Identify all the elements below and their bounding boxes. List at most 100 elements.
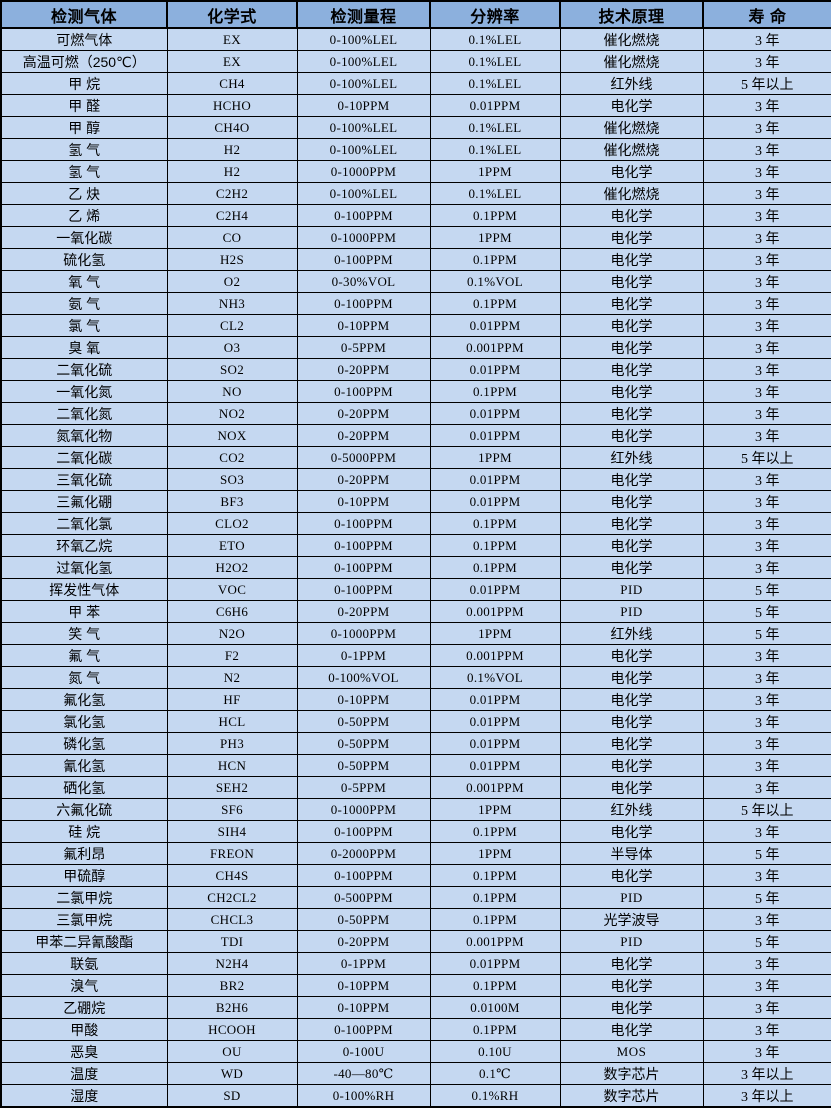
cell-life: 3 年 [702,644,831,667]
cell-life: 3 年 [702,226,831,249]
cell-range: 0-10PPM [296,974,431,997]
cell-life: 3 年 [702,116,831,139]
table-row: 乙 炔 C2H2 0-100%LEL 0.1%LEL 催化燃烧 3 年 [0,182,831,205]
cell-tech: 电化学 [559,380,704,403]
cell-resolution: 0.1PPM [429,534,561,557]
cell-gas: 氟 气 [0,644,168,667]
cell-gas: 温度 [0,1062,168,1085]
cell-gas: 溴气 [0,974,168,997]
cell-gas: 氢 气 [0,138,168,161]
cell-gas: 二氧化氯 [0,512,168,535]
cell-resolution: 0.0100M [429,996,561,1019]
cell-life: 3 年 [702,556,831,579]
cell-life: 3 年以上 [702,1062,831,1085]
cell-tech: MOS [559,1040,704,1063]
cell-life: 3 年以上 [702,1084,831,1108]
cell-range: 0-10PPM [296,688,431,711]
cell-formula: CLO2 [166,512,298,535]
cell-gas: 硫化氢 [0,248,168,271]
cell-gas: 环氧乙烷 [0,534,168,557]
cell-range: 0-100%LEL [296,27,431,51]
cell-gas: 甲 苯 [0,600,168,623]
table-row: 过氧化氢 H2O2 0-100PPM 0.1PPM 电化学 3 年 [0,556,831,579]
cell-resolution: 0.1PPM [429,204,561,227]
cell-gas: 二氯甲烷 [0,886,168,909]
cell-gas: 氧 气 [0,270,168,293]
cell-resolution: 0.001PPM [429,930,561,953]
cell-tech: 电化学 [559,534,704,557]
table-row: 甲苯二异氰酸酯 TDI 0-20PPM 0.001PPM PID 5 年 [0,930,831,953]
cell-tech: 电化学 [559,864,704,887]
cell-life: 3 年 [702,248,831,271]
table-row: 高温可燃（250℃） EX 0-100%LEL 0.1%LEL 催化燃烧 3 年 [0,50,831,73]
cell-range: 0-100PPM [296,248,431,271]
cell-resolution: 0.1PPM [429,1018,561,1041]
cell-resolution: 0.01PPM [429,710,561,733]
table-row: 磷化氢 PH3 0-50PPM 0.01PPM 电化学 3 年 [0,732,831,755]
cell-life: 5 年 [702,930,831,953]
cell-resolution: 1PPM [429,446,561,469]
table-row: 六氟化硫 SF6 0-1000PPM 1PPM 红外线 5 年以上 [0,798,831,821]
cell-resolution: 0.1PPM [429,292,561,315]
cell-range: 0-100PPM [296,380,431,403]
column-header-resolution: 分辨率 [429,0,561,29]
cell-tech: 数字芯片 [559,1062,704,1085]
cell-gas: 甲硫醇 [0,864,168,887]
table-row: 笑 气 N2O 0-1000PPM 1PPM 红外线 5 年 [0,622,831,645]
cell-gas: 磷化氢 [0,732,168,755]
cell-gas: 氮氧化物 [0,424,168,447]
table-row: 甲 醛 HCHO 0-10PPM 0.01PPM 电化学 3 年 [0,94,831,117]
cell-life: 5 年以上 [702,72,831,95]
table-row: 甲 苯 C6H6 0-20PPM 0.001PPM PID 5 年 [0,600,831,623]
cell-life: 3 年 [702,468,831,491]
cell-tech: PID [559,886,704,909]
cell-life: 5 年 [702,578,831,601]
cell-life: 3 年 [702,688,831,711]
cell-life: 3 年 [702,380,831,403]
table-row: 氮氧化物 NOX 0-20PPM 0.01PPM 电化学 3 年 [0,424,831,447]
cell-range: 0-100PPM [296,204,431,227]
cell-gas: 过氧化氢 [0,556,168,579]
cell-resolution: 0.01PPM [429,754,561,777]
cell-range: 0-1000PPM [296,798,431,821]
cell-life: 3 年 [702,314,831,337]
cell-life: 3 年 [702,666,831,689]
cell-range: 0-20PPM [296,358,431,381]
cell-formula: CO2 [166,446,298,469]
table-row: 硅 烷 SIH4 0-100PPM 0.1PPM 电化学 3 年 [0,820,831,843]
cell-life: 3 年 [702,490,831,513]
cell-resolution: 0.1PPM [429,908,561,931]
cell-range: 0-100%LEL [296,182,431,205]
cell-formula: F2 [166,644,298,667]
column-header-range: 检测量程 [296,0,431,29]
cell-range: 0-2000PPM [296,842,431,865]
cell-range: 0-20PPM [296,402,431,425]
cell-gas: 三氯甲烷 [0,908,168,931]
cell-tech: 电化学 [559,270,704,293]
cell-range: 0-100%LEL [296,138,431,161]
cell-life: 3 年 [702,710,831,733]
cell-tech: 催化燃烧 [559,138,704,161]
cell-gas: 氢 气 [0,160,168,183]
cell-life: 3 年 [702,402,831,425]
cell-life: 3 年 [702,1040,831,1063]
table-row: 二氯甲烷 CH2CL2 0-500PPM 0.1PPM PID 5 年 [0,886,831,909]
cell-life: 3 年 [702,754,831,777]
cell-gas: 甲苯二异氰酸酯 [0,930,168,953]
cell-range: 0-5PPM [296,336,431,359]
cell-tech: 电化学 [559,468,704,491]
table-row: 二氧化氯 CLO2 0-100PPM 0.1PPM 电化学 3 年 [0,512,831,535]
cell-formula: N2 [166,666,298,689]
table-row: 一氧化碳 CO 0-1000PPM 1PPM 电化学 3 年 [0,226,831,249]
cell-formula: EX [166,50,298,73]
cell-tech: 光学波导 [559,908,704,931]
cell-resolution: 0.1PPM [429,974,561,997]
cell-life: 3 年 [702,776,831,799]
table-row: 氮 气 N2 0-100%VOL 0.1%VOL 电化学 3 年 [0,666,831,689]
table-row: 恶臭 OU 0-100U 0.10U MOS 3 年 [0,1040,831,1063]
cell-gas: 一氧化碳 [0,226,168,249]
cell-resolution: 0.01PPM [429,424,561,447]
cell-formula: B2H6 [166,996,298,1019]
cell-gas: 乙 炔 [0,182,168,205]
cell-resolution: 1PPM [429,160,561,183]
